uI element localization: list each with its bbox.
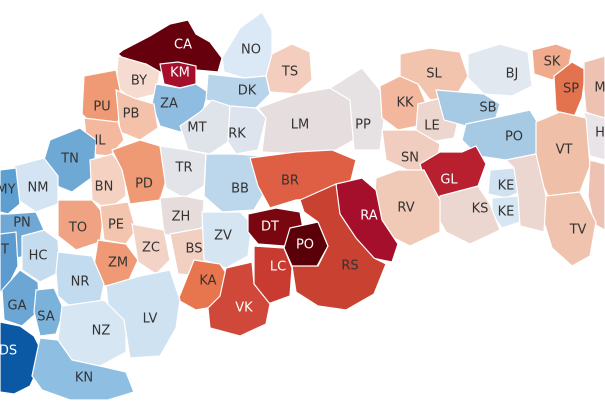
district-kn[interactable] [31,337,135,401]
label-po-east: PO [505,130,523,145]
district-shapes [0,11,605,401]
label-tv: TV [569,223,587,238]
label-ga: GA [8,299,27,314]
label-ka: KA [199,274,216,289]
label-po-central: PO [296,238,314,253]
label-sa: SA [37,310,54,325]
label-lv: LV [143,312,158,327]
label-bb: BB [231,182,249,197]
label-ca: CA [174,38,192,53]
label-nz: NZ [92,324,111,339]
district-m2 [587,159,605,231]
district-bj[interactable] [467,43,533,97]
label-bj: BJ [506,67,519,82]
label-sb: SB [479,101,496,116]
label-m: M [594,81,605,96]
district-rk[interactable] [227,105,267,155]
label-rv: RV [397,201,414,216]
label-ra: RA [360,209,378,224]
label-ks: KS [472,202,489,217]
district-rs[interactable] [291,183,387,311]
label-sp: SP [563,82,579,97]
label-nm: NM [28,181,49,196]
district-vk[interactable] [207,261,271,337]
label-nr: NR [71,275,90,290]
district-ke[interactable] [487,167,521,199]
label-pe: PE [108,218,124,233]
district-labels: CA KM NO TS BY ZA DK PU PB MT RK LM PP K… [0,38,605,386]
district-zv[interactable] [201,211,253,269]
label-ke-okolie: KE [498,205,515,220]
label-br: BR [281,174,299,189]
label-za: ZA [160,97,178,112]
label-le: LE [424,119,439,134]
label-bn: BN [95,180,114,195]
district-ks-east [504,153,547,233]
label-pp: PP [355,118,371,133]
label-rs: RS [341,259,358,274]
label-ts: TS [281,65,298,80]
district-tv[interactable] [543,191,597,267]
district-lv[interactable] [105,269,181,359]
label-hc: HC [29,249,48,264]
label-gl: GL [440,173,458,188]
district-pd[interactable] [111,139,169,205]
label-dk: DK [238,84,257,99]
label-zh: ZH [172,210,191,225]
label-ds: DS [0,344,17,359]
label-no: NO [241,43,261,58]
district-sa[interactable] [33,287,65,337]
label-sk: SK [544,55,561,70]
label-lm: LM [291,118,309,133]
district-lm[interactable] [257,87,355,155]
label-by: BY [131,74,147,89]
label-lc: LC [270,260,286,275]
label-mt: MT [187,121,206,136]
label-dt: DT [261,220,279,235]
label-h: H [595,126,605,141]
label-sn: SN [401,151,419,166]
label-rk: RK [228,127,246,142]
district-pe[interactable] [99,201,137,245]
label-il: IL [94,134,106,149]
label-kn: KN [75,371,93,386]
label-to: TO [68,221,87,236]
label-ke: KE [498,179,515,194]
district-dk[interactable] [205,73,271,109]
label-km: KM [170,66,190,81]
district-bb[interactable] [203,153,269,213]
district-zc[interactable] [131,223,171,275]
label-sl: SL [426,67,442,82]
district-pp[interactable] [328,67,385,151]
label-zv: ZV [214,229,232,244]
label-zc: ZC [142,241,160,256]
label-bs: BS [186,242,203,257]
label-vt: VT [556,143,573,158]
label-vk: VK [235,301,253,316]
label-zm: ZM [108,256,128,271]
district-my[interactable] [0,167,21,215]
district-sp[interactable] [553,61,587,123]
label-tn: TN [60,152,79,167]
label-my: MY [0,183,16,198]
label-t: T [0,243,9,258]
label-pn: PN [13,216,31,231]
label-pb: PB [123,107,140,122]
label-pd: PD [135,177,153,192]
label-pu: PU [93,100,110,115]
label-tr: TR [175,161,193,176]
label-kk: KK [396,96,414,111]
